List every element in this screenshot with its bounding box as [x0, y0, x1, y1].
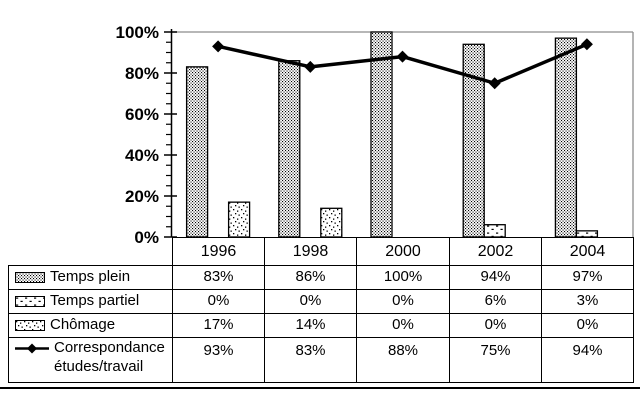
value-cell: 3%	[541, 289, 634, 314]
table-corner-spacer	[9, 238, 173, 266]
category-row: 1996 1998 2000 2002 2004	[9, 237, 634, 266]
diamond-marker-1998	[304, 60, 317, 73]
value-cell: 86%	[264, 265, 357, 290]
value-cell: 0%	[449, 313, 542, 338]
diamond-marker-1996	[212, 40, 225, 53]
legend-cell-chomage: Chômage	[8, 313, 173, 338]
legend-label: Temps plein	[50, 268, 131, 286]
value-cell: 0%	[264, 289, 357, 314]
y-axis-label: 20%	[125, 187, 159, 206]
value-cell: 94%	[449, 265, 542, 290]
year-cell: 2000	[356, 237, 450, 266]
data-table: 1996 1998 2000 2002 2004 Temps plein 83%…	[8, 237, 634, 383]
table-row-temps-partiel: Temps partiel 0% 0% 0% 6% 3%	[8, 289, 634, 314]
year-cell: 2002	[449, 237, 542, 266]
y-axis-label: 60%	[125, 105, 159, 124]
value-cell: 0%	[356, 313, 450, 338]
bar-dense-dots-1996	[185, 66, 209, 238]
year-cell: 2004	[541, 237, 634, 266]
value-cell: 6%	[449, 289, 542, 314]
diamond-marker-2004	[580, 38, 593, 51]
value-cell: 94%	[541, 337, 634, 383]
year-cell: 1998	[264, 237, 357, 266]
value-cell: 0%	[356, 289, 450, 314]
value-cell: 83%	[172, 265, 265, 290]
value-cell: 97%	[541, 265, 634, 290]
line-diamond-swatch-icon	[15, 343, 49, 354]
value-cell: 93%	[172, 337, 265, 383]
diamond-marker-2002	[488, 77, 501, 90]
y-axis-label: 0%	[134, 228, 159, 247]
value-cell: 100%	[356, 265, 450, 290]
value-cell: 17%	[172, 313, 265, 338]
y-axis-label: 80%	[125, 64, 159, 83]
value-cell: 88%	[356, 337, 450, 383]
temps-plein-swatch-icon	[15, 272, 45, 283]
bottom-rule	[0, 387, 640, 389]
bar-dense-dots-2002	[462, 43, 485, 238]
y-axis-label: 100%	[116, 23, 159, 42]
value-cell: 83%	[264, 337, 357, 383]
legend-label: Chômage	[50, 316, 116, 334]
bar-speckle-1998	[320, 207, 343, 238]
table-row-correspondance: Correspondance études/travail 93% 83% 88…	[8, 337, 634, 383]
chomage-swatch-icon	[15, 320, 45, 331]
bar-sparse-dash-2002	[483, 224, 506, 238]
y-axis-label: 40%	[125, 146, 159, 165]
table-row-temps-plein: Temps plein 83% 86% 100% 94% 97%	[8, 265, 634, 290]
value-cell: 0%	[541, 313, 634, 338]
value-cell: 75%	[449, 337, 542, 383]
table-row-chomage: Chômage 17% 14% 0% 0% 0%	[8, 313, 634, 338]
trend-line	[217, 42, 588, 85]
diamond-marker-2000	[396, 50, 409, 63]
value-cell: 14%	[264, 313, 357, 338]
temps-partiel-swatch-icon	[15, 296, 45, 307]
bar-speckle-1996	[227, 201, 251, 238]
value-cell: 0%	[172, 289, 265, 314]
legend-cell-temps-plein: Temps plein	[8, 265, 173, 290]
legend-cell-temps-partiel: Temps partiel	[8, 289, 173, 314]
year-cell: 1996	[172, 237, 265, 266]
bar-dense-dots-1998	[278, 60, 301, 238]
bar-dense-dots-2000	[370, 31, 393, 238]
legend-cell-correspondance: Correspondance études/travail	[8, 337, 173, 383]
bar-dense-dots-2004	[554, 37, 578, 238]
legend-label: Correspondance études/travail	[54, 339, 165, 375]
legend-label: Temps partiel	[50, 292, 140, 310]
